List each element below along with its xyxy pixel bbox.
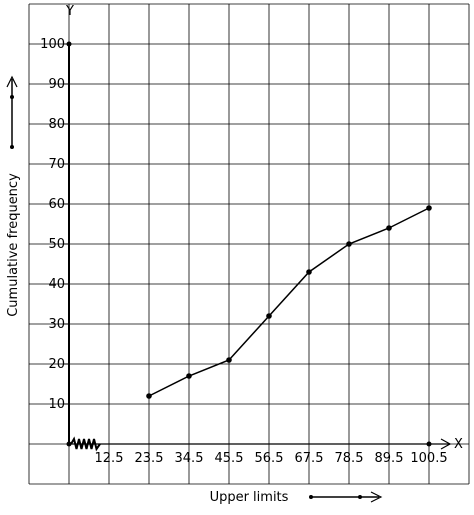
data-point xyxy=(226,357,232,363)
x-tick-label: 45.5 xyxy=(215,451,244,466)
series-layer xyxy=(146,205,432,399)
cumulative-frequency-line xyxy=(148,207,430,397)
y-tick-label: 80 xyxy=(48,117,65,132)
y-tick-label: 50 xyxy=(48,237,65,252)
y-tick-label: 10 xyxy=(48,397,65,412)
x-axis-label: Upper limits xyxy=(210,490,289,505)
y-tick-label: 70 xyxy=(48,157,65,172)
up-arrow-mid-dot xyxy=(10,95,14,99)
x-tick-label: 89.5 xyxy=(375,451,404,466)
data-point xyxy=(146,393,152,399)
y-axis-label: Cumulative frequency xyxy=(6,173,21,317)
x-axis-letter: X xyxy=(454,437,463,452)
x-tick-label: 100.5 xyxy=(410,451,447,466)
up-arrow-icon xyxy=(6,75,18,88)
x-tick-label: 67.5 xyxy=(295,451,324,466)
data-point xyxy=(186,373,192,379)
right-arrow-icon xyxy=(370,491,383,503)
y-tick-label: 20 xyxy=(48,357,65,372)
x-tick-label: 12.5 xyxy=(95,451,124,466)
tick-labels: 10 20 30 40 50 60 70 80 90 100 12.5 23.5 34.5 45.5 56.… xyxy=(40,37,447,466)
x-tick-label: 23.5 xyxy=(135,451,164,466)
x-tick-label: 78.5 xyxy=(335,451,364,466)
x-tick-label: 34.5 xyxy=(175,451,204,466)
x-axis-end-dot xyxy=(426,441,432,447)
right-arrow-tail-dot xyxy=(309,495,313,499)
x-axis-arrowhead-icon xyxy=(440,438,452,450)
grid xyxy=(28,3,470,485)
up-arrow-tail-dot xyxy=(10,145,14,149)
data-point xyxy=(306,269,312,275)
y-tick-label: 90 xyxy=(48,77,65,92)
zigzag-axis-break-icon xyxy=(70,436,101,452)
x-tick-label: 56.5 xyxy=(255,451,284,466)
y-axis-letter: Y xyxy=(65,4,74,19)
axes xyxy=(66,41,452,450)
decorations xyxy=(6,75,432,503)
data-point xyxy=(266,313,272,319)
right-arrow-mid-dot xyxy=(358,495,362,499)
y-tick-label: 60 xyxy=(48,197,65,212)
data-point xyxy=(386,225,392,231)
y-tick-label: 40 xyxy=(48,277,65,292)
origin-dot xyxy=(66,441,72,447)
y-tick-label: 30 xyxy=(48,317,65,332)
y-tick-label: 100 xyxy=(40,37,65,52)
data-point xyxy=(346,241,352,247)
data-point xyxy=(426,205,432,211)
